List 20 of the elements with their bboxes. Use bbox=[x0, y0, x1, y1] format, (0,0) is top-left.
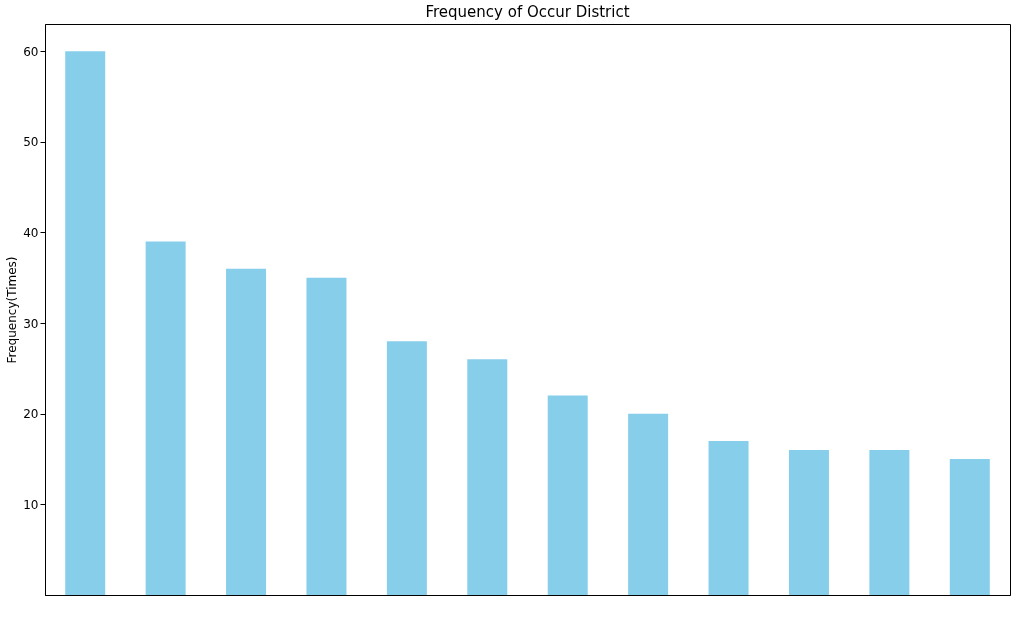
y-tick-label: 60 bbox=[23, 44, 39, 59]
bar bbox=[145, 241, 186, 595]
chart-title: Frequency of Occur District bbox=[425, 3, 630, 21]
y-tick-label: 20 bbox=[23, 407, 39, 422]
bar bbox=[869, 449, 910, 595]
bar bbox=[788, 449, 829, 595]
y-axis-title: Frequency(Times) bbox=[5, 256, 20, 364]
bar bbox=[226, 268, 267, 595]
y-tick-label: 30 bbox=[23, 316, 39, 331]
bar bbox=[628, 413, 669, 595]
y-tick-label: 40 bbox=[23, 225, 39, 240]
bar bbox=[949, 459, 990, 595]
y-tick-label: 10 bbox=[23, 497, 39, 512]
bar bbox=[306, 277, 347, 595]
bar bbox=[65, 51, 106, 595]
y-tick-label: 50 bbox=[23, 135, 39, 150]
bar bbox=[708, 440, 749, 595]
bar bbox=[386, 341, 427, 595]
bar bbox=[547, 395, 588, 595]
bar bbox=[467, 359, 508, 595]
